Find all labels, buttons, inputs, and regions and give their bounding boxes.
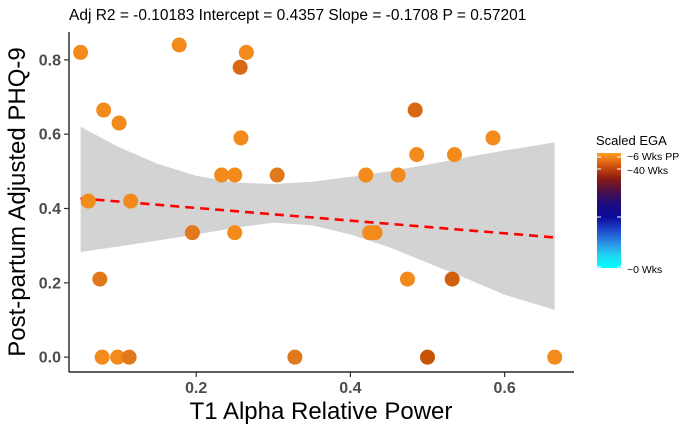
confidence-band <box>80 126 555 310</box>
y-tick-label: 0.8 <box>39 52 61 69</box>
data-point <box>94 349 110 365</box>
data-point <box>227 167 243 183</box>
data-point <box>367 225 383 241</box>
data-point <box>73 44 89 60</box>
y-tick-label: 0.4 <box>39 201 61 218</box>
legend: Scaled EGA ~6 Wks PP ~40 Wks ~0 Wks <box>596 133 679 276</box>
data-point <box>233 130 249 146</box>
x-tick-label: 0.4 <box>339 380 361 397</box>
x-axis-ticks: 0.2 0.4 0.6 <box>185 372 516 397</box>
legend-label-40wks: ~40 Wks <box>627 165 668 177</box>
data-point <box>390 167 406 183</box>
data-point <box>121 349 137 365</box>
data-point <box>232 59 248 75</box>
data-point <box>110 349 126 365</box>
data-point <box>485 130 501 146</box>
y-axis-ticks: 0.0 0.2 0.4 0.6 0.8 <box>39 52 69 367</box>
y-tick-label: 0.6 <box>39 127 61 144</box>
data-point <box>358 167 374 183</box>
y-tick-label: 0.0 <box>39 350 61 367</box>
data-point <box>227 225 243 241</box>
data-point <box>214 167 230 183</box>
y-axis-label: Post-partum Adjusted PHQ-9 <box>4 47 31 356</box>
plot-area <box>73 37 563 365</box>
data-point <box>238 44 254 60</box>
data-point <box>444 271 460 287</box>
legend-label-6wks-pp: ~6 Wks PP <box>627 151 679 163</box>
data-point <box>92 271 108 287</box>
data-point <box>80 193 96 209</box>
data-point <box>111 115 127 131</box>
legend-colorbar <box>597 153 621 268</box>
regression-line <box>80 197 555 239</box>
legend-title: Scaled EGA <box>596 133 667 148</box>
data-point <box>171 37 187 53</box>
x-axis-label: T1 Alpha Relative Power <box>190 398 453 425</box>
data-point <box>420 349 436 365</box>
data-point <box>96 102 112 118</box>
y-tick-label: 0.2 <box>39 275 61 292</box>
data-point <box>409 147 425 163</box>
x-tick-label: 0.6 <box>493 380 515 397</box>
data-point <box>184 225 200 241</box>
data-point <box>269 167 285 183</box>
data-point <box>123 193 139 209</box>
data-point <box>287 349 303 365</box>
data-point <box>399 271 415 287</box>
data-point <box>547 349 563 365</box>
x-tick-label: 0.2 <box>185 380 207 397</box>
data-point <box>407 102 423 118</box>
data-point <box>446 147 462 163</box>
chart-title: Adj R2 = -0.10183 Intercept = 0.4357 Slo… <box>69 7 526 24</box>
legend-label-0wks: ~0 Wks <box>627 264 662 276</box>
